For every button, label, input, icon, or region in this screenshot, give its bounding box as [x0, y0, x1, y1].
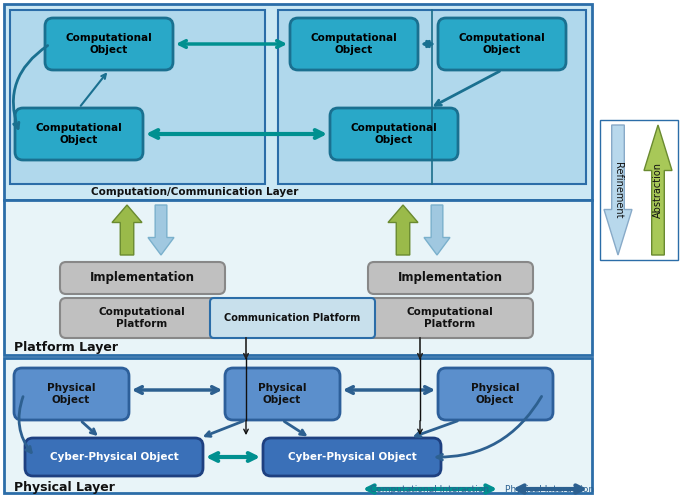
Text: Computational
Object: Computational Object — [459, 33, 545, 55]
Text: Communication Platform: Communication Platform — [224, 313, 360, 323]
FancyBboxPatch shape — [290, 18, 418, 70]
Polygon shape — [604, 125, 632, 255]
Text: Computational
Object: Computational Object — [36, 123, 123, 145]
FancyBboxPatch shape — [438, 368, 553, 420]
Bar — [600, 120, 678, 260]
Text: Physical Interaction: Physical Interaction — [506, 484, 595, 494]
Text: Computational
Object: Computational Object — [351, 123, 438, 145]
FancyBboxPatch shape — [45, 18, 173, 70]
FancyBboxPatch shape — [330, 108, 458, 160]
FancyBboxPatch shape — [368, 262, 533, 294]
FancyBboxPatch shape — [438, 18, 566, 70]
FancyBboxPatch shape — [263, 438, 441, 476]
FancyBboxPatch shape — [15, 108, 143, 160]
Bar — [278, 10, 586, 184]
Text: Computational
Object: Computational Object — [310, 33, 397, 55]
Text: Cyber-Physical Object: Cyber-Physical Object — [288, 452, 416, 462]
Polygon shape — [112, 205, 142, 255]
FancyBboxPatch shape — [60, 298, 225, 338]
Bar — [4, 200, 592, 355]
Bar — [4, 358, 592, 493]
FancyBboxPatch shape — [60, 262, 225, 294]
FancyBboxPatch shape — [14, 368, 129, 420]
Bar — [4, 4, 592, 200]
Text: Platform Layer: Platform Layer — [14, 342, 118, 354]
Text: Computational
Object: Computational Object — [66, 33, 152, 55]
Text: Computational
Platform: Computational Platform — [99, 307, 186, 329]
Text: Physical
Object: Physical Object — [471, 383, 519, 405]
Text: Implementation: Implementation — [397, 272, 503, 284]
Text: Implementation: Implementation — [90, 272, 195, 284]
Text: Computational Interaction: Computational Interaction — [371, 484, 490, 494]
Text: Physical Layer: Physical Layer — [14, 480, 115, 494]
Polygon shape — [644, 125, 672, 255]
FancyBboxPatch shape — [210, 298, 375, 338]
Text: Refinement: Refinement — [613, 162, 623, 218]
FancyBboxPatch shape — [368, 298, 533, 338]
Polygon shape — [388, 205, 418, 255]
FancyBboxPatch shape — [225, 368, 340, 420]
Bar — [10, 10, 265, 184]
Text: Computation/Communication Layer: Computation/Communication Layer — [91, 187, 299, 197]
Text: Physical
Object: Physical Object — [47, 383, 95, 405]
Text: Abstraction: Abstraction — [653, 162, 663, 218]
Text: Cyber-Physical Object: Cyber-Physical Object — [49, 452, 178, 462]
Polygon shape — [148, 205, 174, 255]
Text: Physical
Object: Physical Object — [258, 383, 306, 405]
Polygon shape — [424, 205, 450, 255]
FancyBboxPatch shape — [25, 438, 203, 476]
Text: Computational
Platform: Computational Platform — [407, 307, 493, 329]
